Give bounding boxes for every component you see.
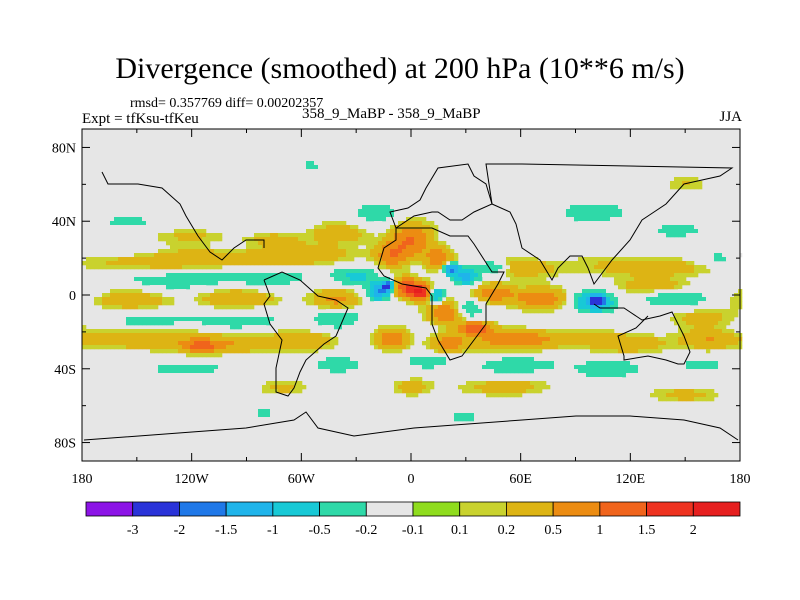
- colorbar-label-2: -1.5: [215, 523, 237, 538]
- coastline-6: [263, 271, 349, 397]
- colorbar-label-12: 2: [690, 523, 697, 538]
- stats-line: rmsd= 0.357769 diff= 0.00202357: [130, 96, 324, 111]
- y-tick-label-1: 40N: [52, 215, 76, 230]
- colorbar-label-4: -0.5: [308, 523, 330, 538]
- colorbar-box-10: [552, 501, 601, 517]
- x-tick-label-4: 60E: [509, 472, 532, 487]
- colorbar-label-10: 1: [596, 523, 603, 538]
- y-tick-label-0: 80N: [52, 141, 76, 156]
- coastline-1: [377, 227, 505, 361]
- coastlines: [83, 163, 739, 441]
- colorbar-label-0: -3: [127, 523, 139, 538]
- colorbar-label-11: 1.5: [638, 523, 656, 538]
- colorbar-label-7: 0.1: [451, 523, 469, 538]
- colorbar-box-12: [646, 501, 694, 517]
- x-tick-label-6: 180: [730, 472, 751, 487]
- colorbar-box-7: [412, 501, 461, 517]
- colorbar-box-0: [85, 501, 134, 517]
- season-label: JJA: [719, 109, 742, 125]
- divergence-field: [82, 157, 743, 422]
- coastline-7: [101, 171, 265, 261]
- colorbar-box-3: [225, 501, 274, 517]
- x-tick-label-3: 0: [408, 472, 415, 487]
- coastline-3: [485, 163, 734, 286]
- colorbar-box-11: [599, 501, 647, 517]
- colorbar-box-1: [132, 501, 180, 517]
- colorbar-box-13: [692, 501, 741, 517]
- y-tick-label-3: 40S: [54, 363, 76, 378]
- coastline-5: [83, 411, 739, 441]
- chart-title: Divergence (smoothed) at 200 hPa (10**6 …: [115, 52, 685, 85]
- coastline-4: [593, 303, 691, 365]
- colorbar-label-8: 0.2: [498, 523, 516, 538]
- comparison-label: 358_9_MaBP - 358_9_MaBP: [302, 106, 481, 122]
- colorbar-label-6: -0.1: [402, 523, 424, 538]
- colorbar-box-5: [319, 501, 367, 517]
- experiment-label: Expt = tfKsu-tfKeu: [82, 111, 199, 127]
- colorbar-label-3: -1: [267, 523, 279, 538]
- x-tick-label-2: 60W: [288, 472, 316, 487]
- y-tick-label-4: 80S: [54, 437, 76, 452]
- coastline-2: [389, 163, 493, 229]
- x-tick-label-5: 120E: [616, 472, 646, 487]
- colorbar-label-9: 0.5: [544, 523, 562, 538]
- colorbar-box-9: [506, 501, 554, 517]
- colorbar-box-2: [179, 501, 227, 517]
- x-tick-label-1: 120W: [175, 472, 210, 487]
- colorbar-label-5: -0.2: [355, 523, 377, 538]
- y-tick-label-2: 0: [69, 289, 76, 304]
- colorbar-label-1: -2: [174, 523, 186, 538]
- x-tick-label-0: 180: [72, 472, 93, 487]
- colorbar-box-8: [459, 501, 507, 517]
- colorbar: -3 -2 -1.5 -1 -0.5 -0.2 -0.1 0.1 0.2 0.5 1 1.5 2: [85, 501, 741, 538]
- colorbar-box-4: [272, 501, 320, 517]
- colorbar-box-6: [365, 501, 414, 517]
